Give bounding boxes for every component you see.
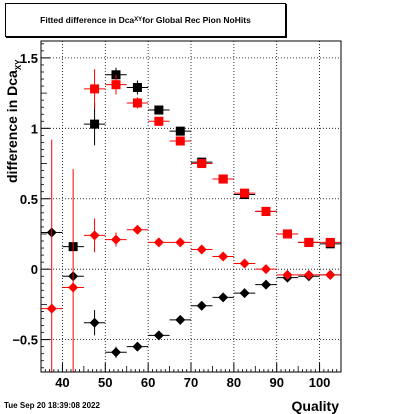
diamond-marker (89, 230, 100, 241)
y-tick-label: −0.5 (12, 333, 38, 348)
diamond-marker (132, 224, 143, 235)
x-tick-label: 60 (141, 375, 155, 390)
data-markers (41, 67, 341, 372)
diamond-marker (239, 258, 250, 269)
square-marker (304, 237, 314, 247)
title-rest: for Global Rec Pion NoHits (142, 15, 251, 25)
square-marker (111, 80, 121, 90)
ylabel-sub: XY (13, 59, 23, 71)
square-marker (132, 82, 142, 92)
diamond-marker (153, 237, 164, 248)
title-sub: XY (134, 17, 143, 23)
square-marker (261, 206, 271, 216)
square-marker (90, 119, 100, 129)
diamond-marker (218, 292, 229, 303)
y-tick-label: 1.5 (20, 51, 38, 66)
diamond-marker (239, 288, 250, 299)
square-marker (218, 174, 228, 184)
diamond-marker (111, 347, 121, 358)
y-tick-label: 0.5 (20, 192, 38, 207)
diamond-marker (261, 264, 271, 275)
diamond-marker (175, 237, 186, 248)
diamond-marker (68, 282, 79, 293)
x-tick-label: 70 (184, 375, 198, 390)
y-tick-label: 1 (31, 121, 38, 136)
ylabel-main: difference in Dca (4, 70, 20, 183)
x-tick-label: 100 (309, 375, 331, 390)
title-main: Fitted difference in Dca (40, 15, 135, 25)
square-marker (282, 229, 292, 239)
diamond-marker (196, 244, 207, 255)
diamond-marker (282, 269, 293, 280)
diamond-marker (175, 314, 186, 325)
y-axis-label: difference in DcaXY (4, 60, 23, 184)
square-marker (132, 98, 142, 108)
axis-ticks: 40 50 60 70 80 90 100 −0.5 0 0.5 1 1.5 (12, 43, 342, 390)
square-marker (175, 136, 185, 146)
diamond-marker (325, 269, 336, 280)
square-marker (154, 105, 164, 115)
diamond-marker (196, 300, 207, 311)
diamond-marker (89, 317, 100, 328)
x-tick-label: 90 (269, 375, 283, 390)
diamond-marker (153, 330, 164, 341)
square-marker (240, 188, 250, 198)
y-tick-label: 0 (31, 262, 38, 277)
diamond-marker (261, 279, 271, 290)
square-marker (325, 237, 335, 247)
x-axis-label: Quality (291, 398, 339, 414)
grid-lines (41, 41, 341, 372)
diamond-marker (46, 303, 57, 314)
x-tick-label: 80 (227, 375, 241, 390)
chart-title: Fitted difference in Dca XY for Global Re… (5, 3, 286, 37)
diamond-marker (132, 341, 143, 352)
timestamp: Tue Sep 20 18:39:08 2022 (4, 401, 100, 410)
diamond-marker (111, 234, 121, 245)
diamond-marker (303, 269, 314, 280)
diamond-marker (218, 251, 229, 262)
square-marker (197, 159, 207, 169)
x-tick-label: 50 (98, 375, 112, 390)
x-tick-label: 40 (55, 375, 69, 390)
square-marker (90, 84, 100, 94)
square-marker (154, 116, 164, 126)
square-marker (175, 126, 185, 136)
